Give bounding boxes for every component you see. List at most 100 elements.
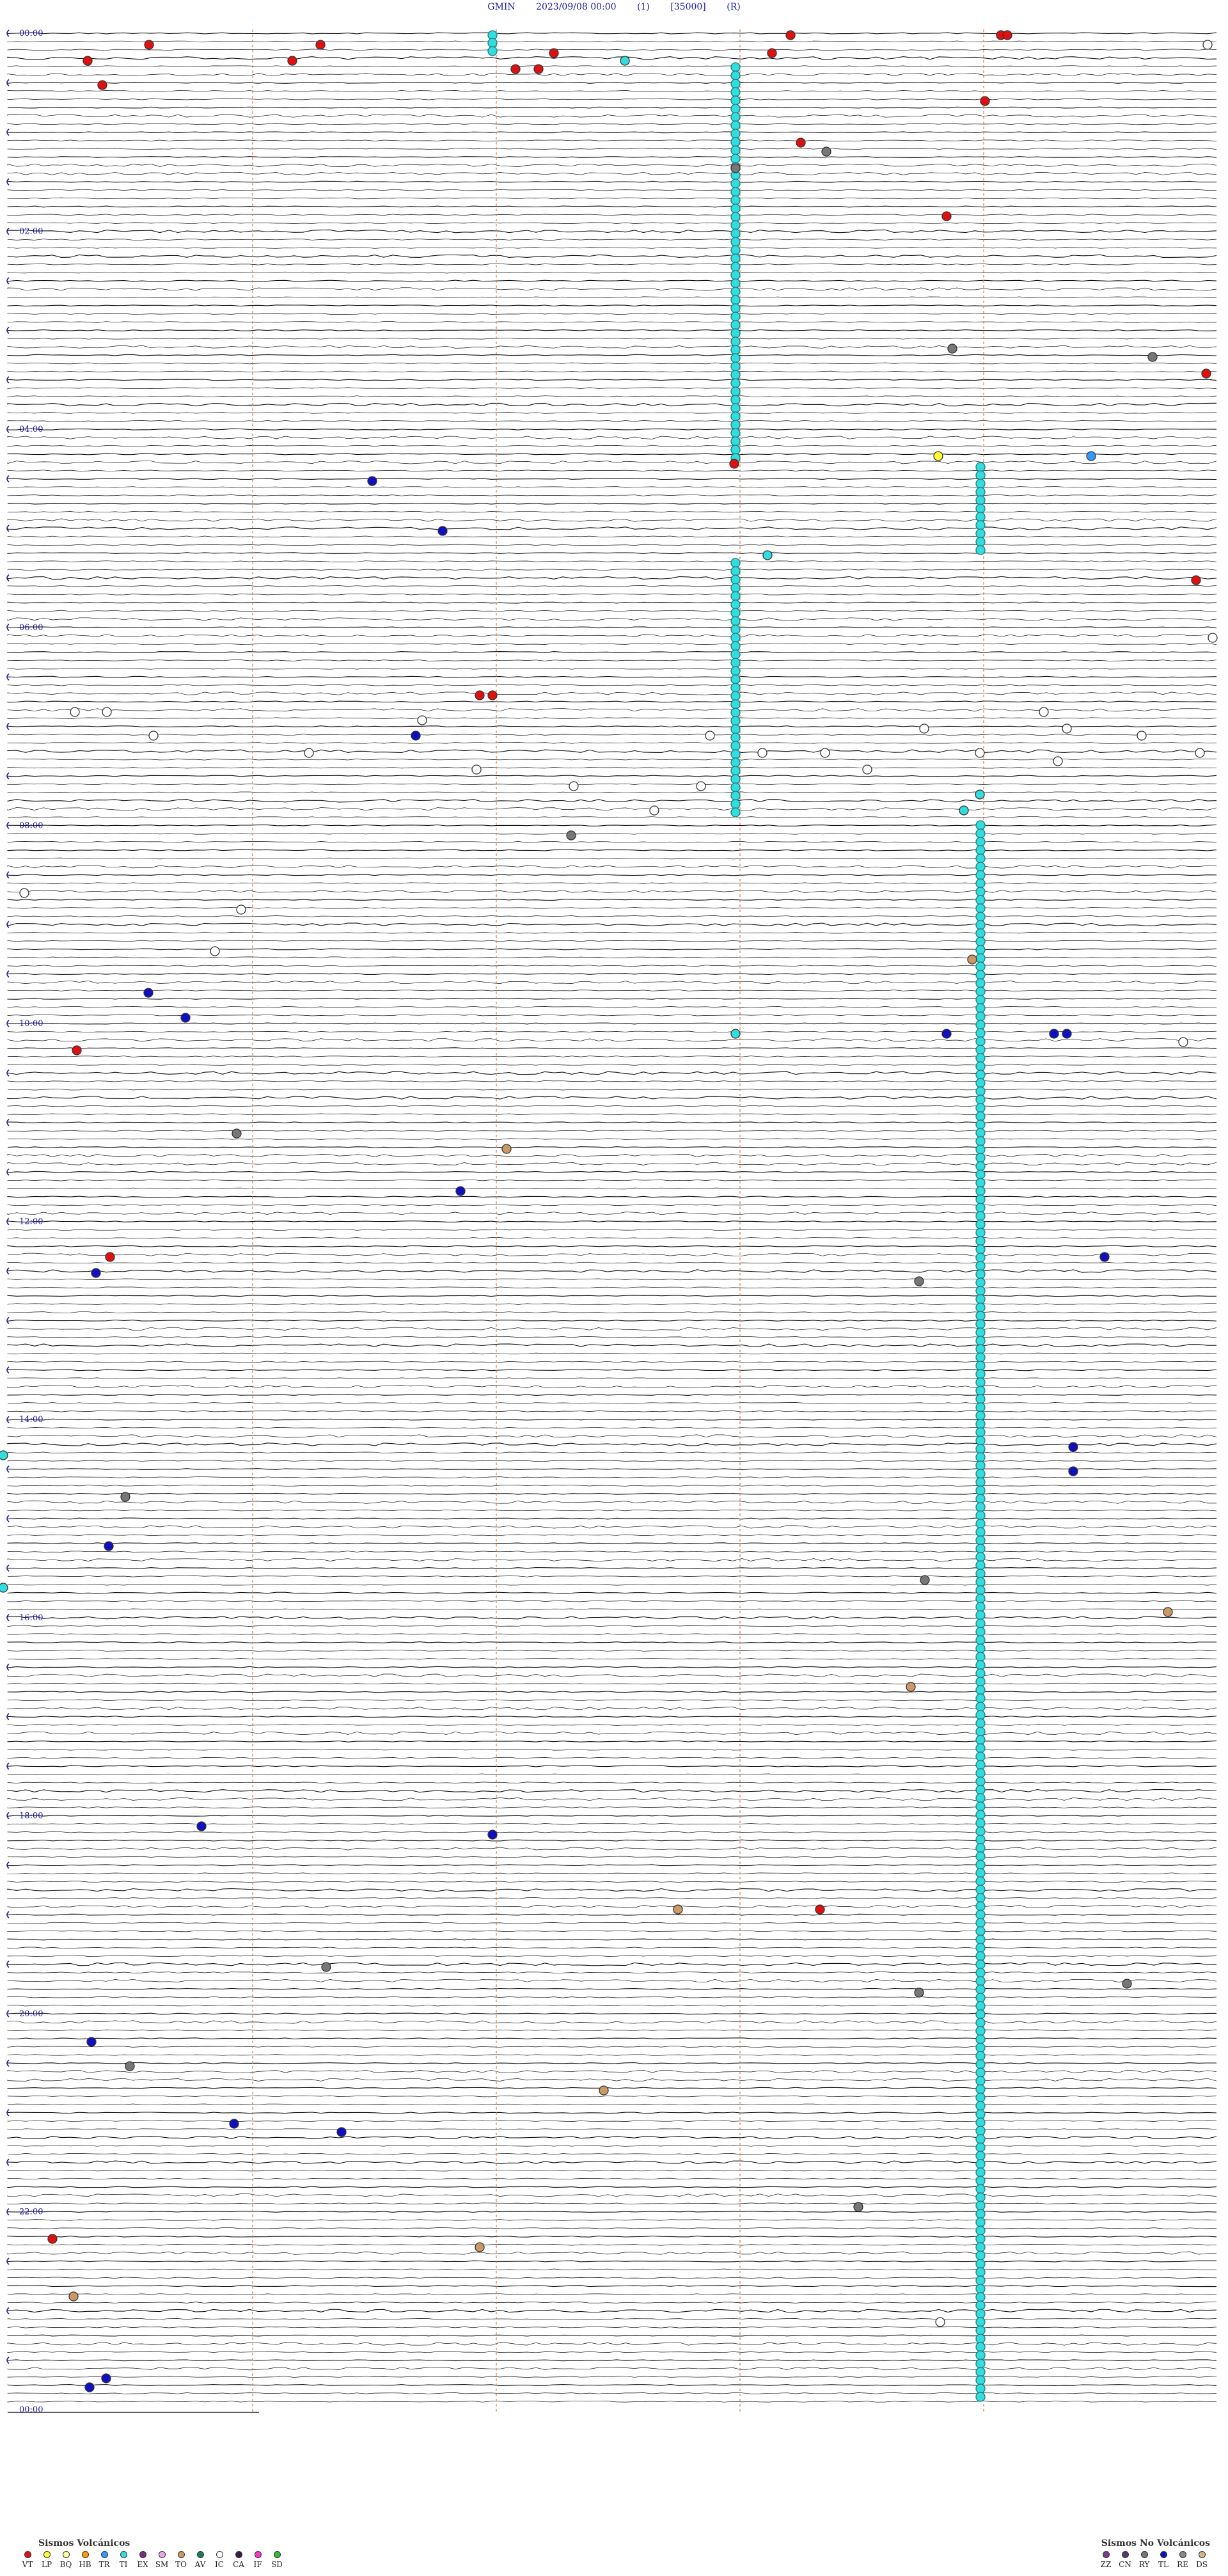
event-marker [975,1111,986,1121]
trace-line [7,1847,1217,1851]
event-marker [730,616,741,626]
event-marker [730,228,741,239]
event-marker [620,56,630,66]
trace-line [7,2326,1217,2328]
trace-start-tick [6,2059,10,2067]
event-marker [730,154,741,164]
event-marker [730,62,741,72]
event-marker [730,403,741,413]
event-marker [411,731,421,741]
event-marker [975,1119,986,1130]
trace-line [7,965,1217,967]
event-marker [975,1602,986,1612]
trace-line [7,1525,1217,1529]
event-marker [101,2373,111,2383]
event-marker [975,1535,986,1545]
station-code: GMIN [487,2,516,12]
event-marker [975,462,986,472]
legend-volcanic-to: TO [173,2551,189,2569]
trace-line [7,1047,1217,1050]
event-marker [730,87,741,97]
trace-line [7,445,1217,447]
legend-volcanic-ca: CA [230,2551,247,2569]
trace-start-tick [6,2010,10,2018]
event-marker [975,1311,986,1321]
trace-line [7,1179,1217,1181]
event-marker [1053,756,1063,766]
event-marker [975,537,986,547]
event-marker [19,888,29,898]
trace-line [7,1361,1217,1363]
event-marker [975,1011,986,1022]
trace-line [7,643,1217,645]
event-marker [83,56,93,66]
trace-start-tick [6,1911,10,1918]
helicorder-header: GMIN 2023/09/08 00:00 (1) [35000] (R) [0,0,1228,14]
event-marker [1208,633,1218,643]
trace-line [7,1402,1216,1404]
event-marker [975,953,986,963]
trace-start-tick [6,1267,10,1275]
trace-line [7,436,1217,439]
trace-line [7,1650,1217,1652]
event-marker [975,1402,986,1412]
trace-line [7,1352,1217,1355]
event-marker [475,2242,485,2252]
event-marker [975,2317,986,2327]
event-marker [975,2101,986,2111]
event-marker [920,1575,930,1585]
trace-start-tick [6,425,10,433]
trace-line [7,1113,1217,1116]
time-label: 22:00 [19,2208,43,2217]
trace-start-tick [6,673,10,681]
legend-volcanic-label: SD [271,2560,283,2569]
legend-nonvolcanic-tl: TL [1155,2551,1172,2569]
event-marker [767,48,777,58]
event-marker [785,30,796,40]
event-marker [975,1826,986,1837]
trace-line [7,1765,1217,1767]
trace-line [7,1913,1217,1916]
trace-line [7,148,1217,150]
trace-line [7,1138,1217,1140]
event-marker [975,1660,986,1670]
trace-line [7,1096,1217,1100]
trace-line [7,569,1217,571]
event-marker [730,608,741,618]
event-marker [730,436,741,446]
event-marker [70,707,80,717]
event-marker [730,270,741,280]
trace-start-tick [6,1663,10,1671]
event-marker [975,2067,986,2078]
event-marker [975,945,986,955]
trace-line [7,2004,1217,2007]
event-marker [232,1128,242,1139]
trace-line [7,1369,1217,1371]
trace-line [7,2046,1217,2048]
event-marker [975,1003,986,1013]
event-marker [975,1053,986,1063]
event-marker [975,2151,986,2161]
event-marker [975,912,986,922]
event-marker [975,2309,986,2319]
event-marker [975,1801,986,1812]
event-marker [102,707,112,717]
event-marker [1062,1029,1072,1039]
event-marker [975,928,986,938]
event-marker [975,1993,986,2003]
legend-nonvolcanic-re-swatch [1179,2551,1186,2558]
event-marker [935,2317,945,2327]
legend-volcanic-av-swatch [196,2551,204,2558]
trace-line [7,824,1217,826]
trace-line [7,1038,1217,1042]
trace-line [7,940,1217,942]
event-marker [501,1144,512,1154]
trace-line [7,1633,1217,1635]
amplitude-scale: [35000] [670,2,706,12]
event-marker [975,1261,986,1271]
trace-line [7,1261,1217,1264]
trace-start-tick [6,1366,10,1374]
trace-line [7,997,1217,1000]
event-marker [730,658,741,668]
event-marker [975,1169,986,1180]
